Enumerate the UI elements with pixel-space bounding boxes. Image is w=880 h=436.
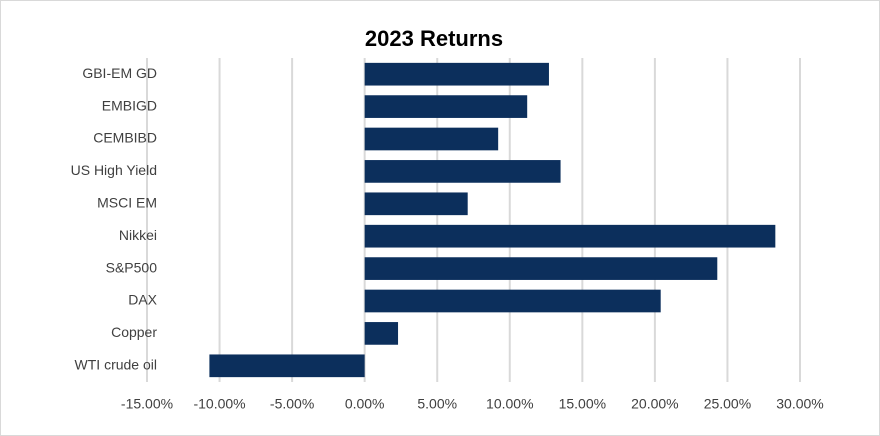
y-tick-label: CEMBIBD bbox=[93, 130, 157, 146]
y-tick-label: S&P500 bbox=[106, 259, 158, 275]
x-tick-label: -15.00% bbox=[121, 396, 173, 412]
x-tick-label: 25.00% bbox=[704, 396, 751, 412]
y-tick-label: EMBIGD bbox=[102, 97, 157, 113]
chart-title: 2023 Returns bbox=[365, 26, 503, 51]
bar bbox=[364, 62, 549, 86]
bar bbox=[364, 95, 528, 118]
x-tick-label: 0.00% bbox=[345, 396, 385, 412]
bar bbox=[364, 224, 776, 248]
x-tick-label: -5.00% bbox=[270, 396, 314, 412]
bar bbox=[364, 160, 561, 183]
y-tick-label: Copper bbox=[111, 324, 157, 340]
x-tick-label: 15.00% bbox=[559, 396, 606, 412]
y-tick-label: GBI-EM GD bbox=[82, 65, 157, 81]
x-tick-label: 5.00% bbox=[417, 396, 457, 412]
bar bbox=[364, 289, 661, 313]
y-tick-label: Nikkei bbox=[119, 227, 157, 243]
x-tick-label: 20.00% bbox=[631, 396, 678, 412]
bar bbox=[209, 354, 365, 378]
y-tick-label: MSCI EM bbox=[97, 195, 157, 211]
bar bbox=[364, 322, 399, 345]
y-tick-label: WTI crude oil bbox=[75, 357, 157, 373]
x-tick-label: 10.00% bbox=[486, 396, 533, 412]
x-tick-label: -10.00% bbox=[193, 396, 245, 412]
bar bbox=[364, 192, 468, 216]
bar bbox=[364, 127, 499, 151]
y-tick-label: US High Yield bbox=[71, 162, 157, 178]
bar bbox=[364, 257, 718, 280]
y-tick-label: DAX bbox=[128, 292, 157, 308]
x-tick-label: 30.00% bbox=[776, 396, 823, 412]
